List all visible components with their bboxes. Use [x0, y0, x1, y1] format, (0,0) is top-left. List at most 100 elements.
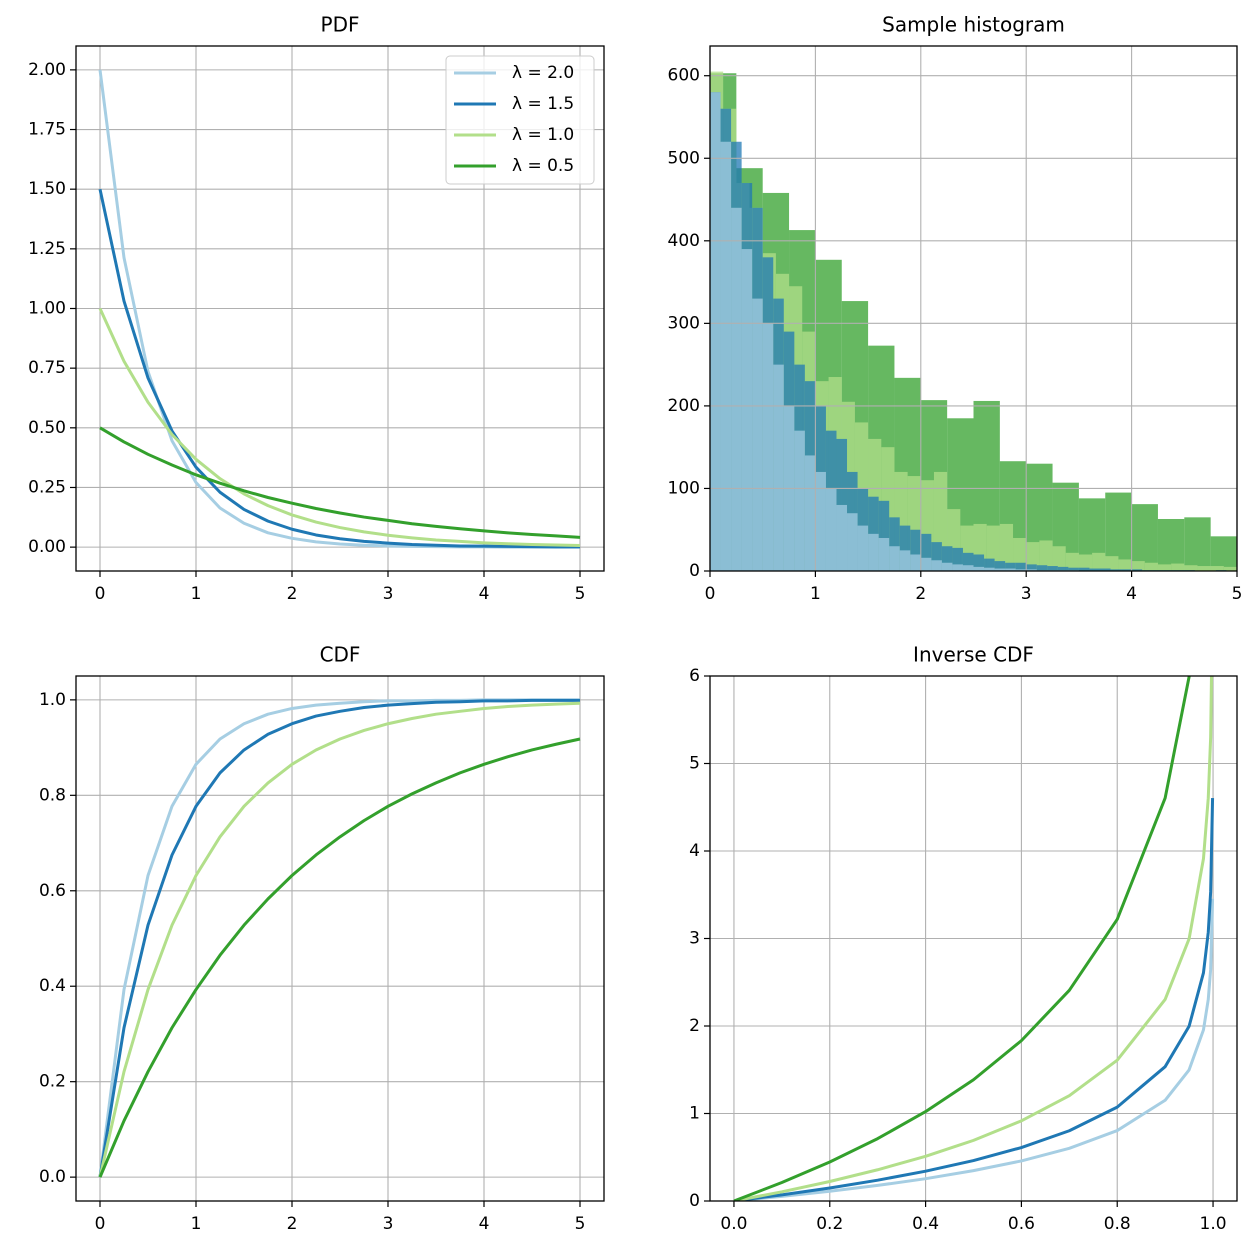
histogram-bar	[1026, 542, 1040, 571]
x-tick-label: 0.6	[1008, 1214, 1035, 1234]
y-tick-label: 0.0	[39, 1167, 66, 1187]
histogram-bar	[804, 455, 816, 571]
histogram-bar	[984, 558, 995, 571]
y-tick-label: 0.50	[28, 418, 66, 438]
chart-title: CDF	[320, 643, 361, 667]
histogram-bar	[825, 488, 837, 571]
marks	[98, 69, 581, 549]
x-tick-label: 4	[479, 584, 490, 604]
line	[733, 898, 1215, 1201]
line	[733, 798, 1215, 1201]
histogram-bar	[1036, 565, 1048, 571]
line	[98, 307, 581, 547]
x-tick-label: 0.2	[816, 1214, 843, 1234]
x-tick-label: 2	[915, 584, 926, 604]
histogram-bar	[994, 561, 1006, 571]
y-tick-label: 400	[668, 231, 700, 251]
histogram-bar	[931, 542, 942, 571]
histogram-bar	[720, 141, 732, 571]
legend-label: λ = 1.5	[512, 94, 574, 114]
x-tick-label: 4	[1126, 584, 1137, 604]
y-tick-label: 1.50	[28, 179, 66, 199]
x-tick-label: 1	[191, 1214, 202, 1234]
x-tick-label: 3	[383, 584, 394, 604]
x-tick-label: 1	[810, 584, 821, 604]
histogram-bar	[1039, 540, 1053, 571]
histogram-bar	[1026, 564, 1037, 571]
histogram-bar	[1099, 568, 1111, 571]
histogram-bar	[1068, 567, 1079, 571]
histogram-bar	[1131, 569, 1143, 571]
marks	[710, 71, 1237, 571]
y-tick-label: 6	[689, 666, 700, 686]
histogram-bar	[889, 517, 900, 571]
legend-label: λ = 1.0	[512, 125, 574, 145]
histogram-bar	[1184, 517, 1211, 571]
axes-frame	[709, 45, 1238, 572]
y-tick-label: 0	[689, 1191, 700, 1211]
y-tick-label: 600	[668, 66, 700, 86]
y-tick-label: 200	[668, 396, 700, 416]
histogram-bar	[962, 565, 974, 571]
histogram-bar	[741, 249, 753, 571]
histogram-bar	[1015, 569, 1027, 571]
x-tick-label: 3	[383, 1214, 394, 1234]
x-tick-label: 0	[95, 1214, 106, 1234]
histogram-bar	[1092, 552, 1106, 571]
histogram-bar	[910, 529, 921, 571]
histogram-bar	[1047, 566, 1058, 571]
x-tick-label: 3	[1021, 584, 1032, 604]
marks	[733, 676, 1215, 1201]
x-tick-label: 0	[705, 584, 716, 604]
histogram-bar	[962, 552, 974, 571]
histogram-bar	[941, 562, 953, 571]
x-tick-label: 0.8	[1104, 1214, 1131, 1234]
histogram-bar	[710, 92, 721, 571]
y-tick-label: 3	[689, 929, 700, 949]
histogram-bar	[878, 500, 890, 571]
histogram-bar	[1210, 566, 1224, 571]
histogram-bar	[1157, 564, 1172, 571]
legend-box	[445, 55, 595, 185]
line	[98, 698, 580, 1178]
y-tick-label: 0.25	[28, 477, 66, 497]
histogram-bar	[762, 323, 774, 571]
line	[99, 426, 581, 539]
histogram-bar	[1052, 546, 1066, 571]
x-tick-label: 0	[95, 584, 106, 604]
histogram-bar	[1026, 569, 1037, 571]
histogram-bar	[899, 550, 911, 571]
histogram-bar	[1121, 569, 1132, 571]
x-tick-label: 1	[191, 584, 202, 604]
histogram-bar	[1005, 568, 1016, 571]
y-tick-label: 1.25	[28, 239, 66, 259]
x-tick-label: 1.0	[1200, 1214, 1227, 1234]
line	[98, 701, 581, 1178]
y-tick-label: 0.00	[28, 537, 66, 557]
x-tick-label: 4	[479, 1214, 490, 1234]
histogram-bar	[994, 568, 1006, 571]
y-tick-label: 2	[689, 1016, 700, 1036]
x-tick-label: 0.0	[720, 1214, 747, 1234]
histogram-bar	[999, 523, 1014, 571]
histogram-bar	[889, 546, 900, 571]
histogram-bar	[1131, 504, 1158, 571]
x-tick-label: 5	[575, 584, 586, 604]
histogram-bar	[1015, 562, 1027, 571]
marks	[98, 698, 581, 1178]
histogram-bar	[1118, 559, 1132, 571]
histogram-bar	[815, 471, 826, 571]
histogram-bar	[1184, 565, 1198, 571]
histogram-bar	[1078, 554, 1093, 571]
histogram-bar	[836, 504, 848, 571]
histogram-bar	[1065, 552, 1079, 571]
histogram-bar	[1105, 556, 1119, 571]
histogram-bar	[1005, 562, 1016, 571]
y-tick-label: 0.6	[39, 881, 66, 901]
legend-label: λ = 2.0	[512, 63, 574, 83]
histogram-bar	[1078, 567, 1090, 571]
histogram-bar	[752, 298, 763, 571]
x-tick-label: 2	[287, 584, 298, 604]
